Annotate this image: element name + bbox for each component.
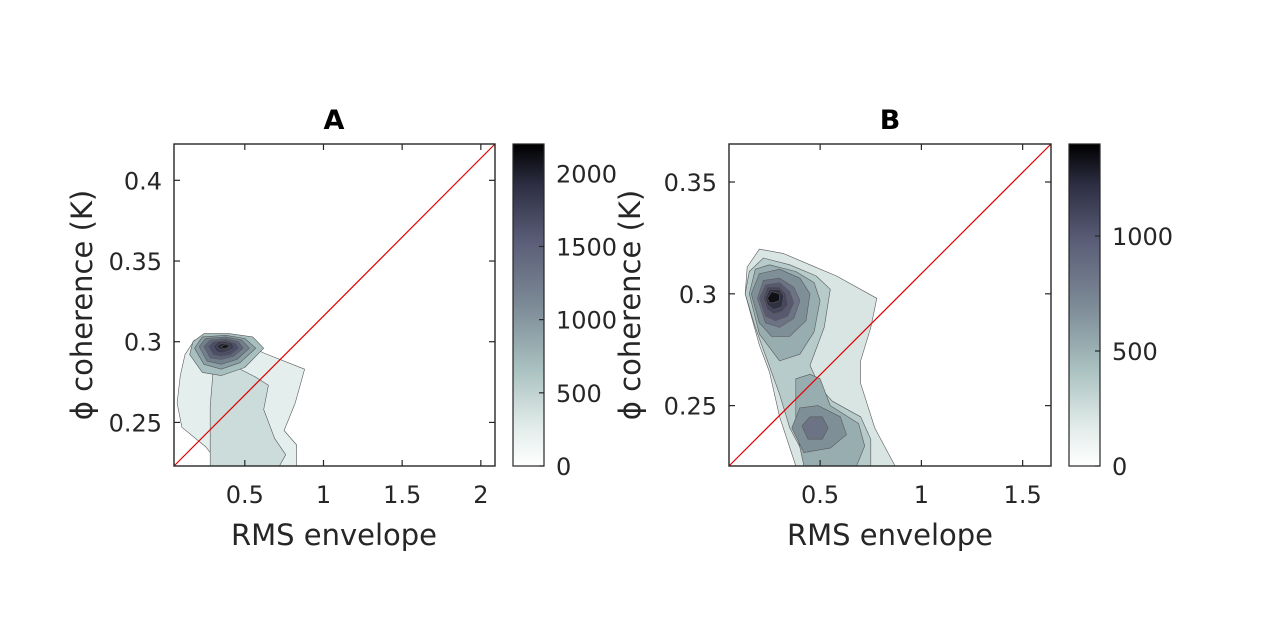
panel-b-y-tick-label-1: 0.3 <box>679 281 717 309</box>
panel-b-y-label: ϕ coherence (K) <box>613 190 647 420</box>
panel-b-colorbar-tick-label-0: 0 <box>1112 453 1127 481</box>
panel-a-y-tick-label-2: 0.35 <box>109 248 162 276</box>
panel-a-colorbar-bar <box>512 143 545 467</box>
panel-b-x-tick-label-2: 1.5 <box>1004 481 1042 509</box>
panel-b-contour-level-7 <box>801 416 829 440</box>
panel-b-y-tick-label-0: 0.25 <box>664 393 717 421</box>
panel-a-y-tick-label-0: 0.25 <box>109 409 162 437</box>
panel-b-x-tick-label-0: 0.5 <box>801 481 839 509</box>
panel-a-y-label: ϕ coherence (K) <box>65 190 99 420</box>
panel-b-colorbar-ticks: 0 500 1000 <box>1095 223 1173 481</box>
panel-a-x-tick-label-0: 0.5 <box>226 481 264 509</box>
panel-b: B 0.5 1 1.5 0.25 0.3 0.35 RMS envelope ϕ coh… <box>613 105 1173 552</box>
panel-a-x-tick-label-2: 1.5 <box>383 481 421 509</box>
panel-b-colorbar-tick-label-1: 500 <box>1112 338 1158 366</box>
panel-a-axes-box <box>173 143 496 467</box>
panel-b-y-tick-label-2: 0.35 <box>664 169 717 197</box>
panel-a-x-tick-label-1: 1 <box>316 481 331 509</box>
panel-b-colorbar: 0 500 1000 <box>1068 143 1173 481</box>
panel-b-identity-line <box>728 143 1052 467</box>
panel-a-colorbar-ticks: 0 500 1000 1500 2000 <box>539 160 617 481</box>
panel-b-x-tick-label-1: 1 <box>914 481 929 509</box>
panel-a-colorbar-tick-label-4: 2000 <box>556 160 617 188</box>
panel-b-colorbar-tick-label-2: 1000 <box>1112 223 1173 251</box>
panel-a: A 0.5 1 1.5 2 0.25 0.3 0.35 0.4 RMS envelope ϕ… <box>65 105 617 552</box>
panel-a-contour-level-1 <box>209 365 287 466</box>
panel-a-x-label: RMS envelope <box>231 518 437 552</box>
panel-b-contours <box>744 248 896 466</box>
panel-a-y-tick-label-1: 0.3 <box>124 329 162 357</box>
panel-a-colorbar-tick-label-3: 1500 <box>556 233 617 261</box>
panel-b-colorbar-bar <box>1068 143 1101 467</box>
panel-a-colorbar-tick-label-2: 1000 <box>556 307 617 335</box>
panel-a-x-tick-label-3: 2 <box>473 481 488 509</box>
panel-b-x-label: RMS envelope <box>787 518 993 552</box>
panel-a-plot: 0.5 1 1.5 2 0.25 0.3 0.35 0.4 <box>109 143 496 509</box>
panel-a-colorbar-tick-label-1: 500 <box>556 380 602 408</box>
panel-a-identity-line <box>173 143 496 467</box>
panel-a-y-tick-label-3: 0.4 <box>124 167 162 195</box>
panel-a-colorbar-tick-label-0: 0 <box>556 453 571 481</box>
panel-b-title: B <box>880 105 901 136</box>
panel-b-plot: 0.5 1 1.5 0.25 0.3 0.35 <box>664 143 1052 509</box>
panel-b-x-ticks: 0.5 1 1.5 <box>801 144 1042 509</box>
panel-a-colorbar: 0 500 1000 1500 2000 <box>512 143 617 481</box>
panel-a-contours <box>176 333 305 466</box>
panel-a-y-ticks: 0.25 0.3 0.35 0.4 <box>109 167 495 437</box>
panel-a-title: A <box>324 105 345 136</box>
panel-b-y-ticks: 0.25 0.3 0.35 <box>664 169 1051 421</box>
panel-b-axes-box <box>728 143 1052 467</box>
panel-b-contour-level-11 <box>767 291 780 304</box>
panel-a-contour-level-9 <box>220 344 230 349</box>
panel-a-x-ticks: 0.5 1 1.5 2 <box>226 144 488 509</box>
